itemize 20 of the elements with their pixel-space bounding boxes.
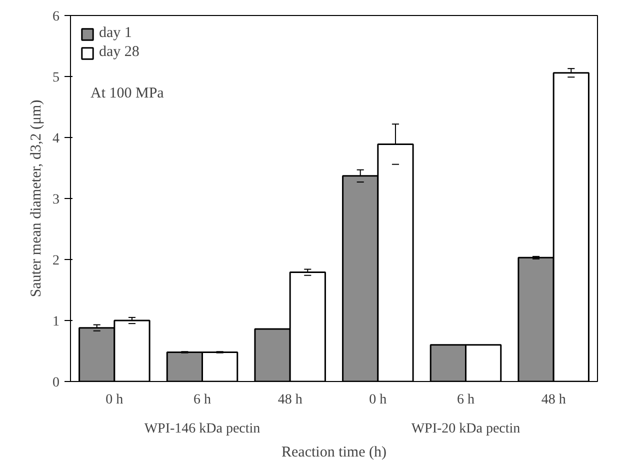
y-tick-label: 1 [52,314,60,330]
y-tick-label: 2 [52,254,60,268]
x-tick-label: 0 h [369,392,387,408]
y-tick-label: 0 [52,376,60,390]
x-tick-label: 6 h [457,392,474,408]
y-tick-label: 3 [52,192,60,208]
text: WPI-146 kDa pectin [144,422,260,436]
x-tick-label: 0 h [106,392,124,408]
legend-label: day 28 [99,44,140,61]
x-axis-title: Reaction time (h) [282,444,386,460]
text: WPI-20 kDa pectin [411,422,520,436]
y-tick-label: 6 [52,10,60,24]
x-tick-label: 48 h [541,392,566,408]
y-tick-label: 4 [52,132,60,146]
annotation: At 100 MPa [90,86,164,102]
x-tick-label: 48 h [278,392,302,408]
y-tick-label: 5 [52,70,60,86]
legend-label: day 1 [99,25,132,42]
y-axis-title: Sauter mean diameter, d3,2 (μm) [28,100,44,298]
x-tick-label: 6 h [194,392,211,408]
